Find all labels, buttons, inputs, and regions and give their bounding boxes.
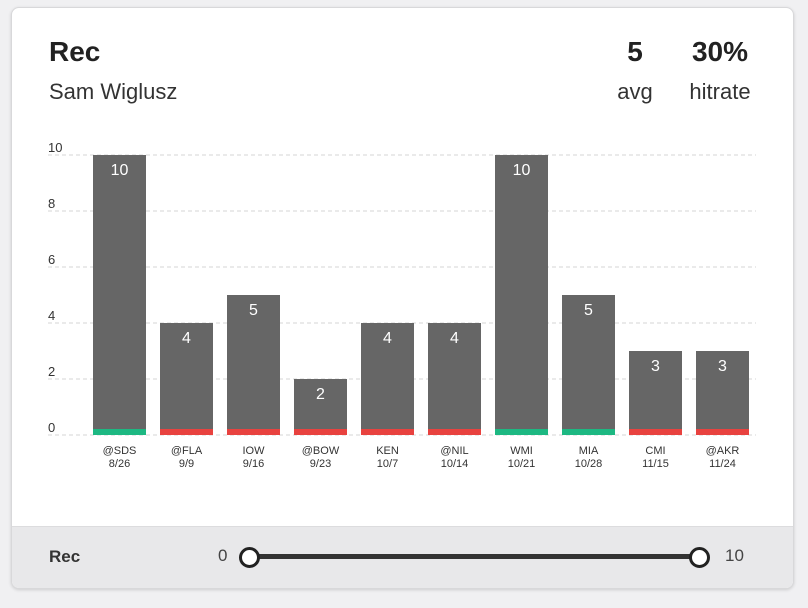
range-max-label: 10 <box>725 546 744 565</box>
bar-value-label: 5 <box>249 302 258 319</box>
bar-value-label: 3 <box>651 358 660 375</box>
bar <box>428 323 481 435</box>
hitrate-value: 30% <box>691 36 749 67</box>
x-tick-date: 10/14 <box>441 458 469 470</box>
range-min-label: 0 <box>218 546 228 565</box>
bar-value-label: 2 <box>316 386 325 403</box>
x-tick-date: 10/28 <box>575 458 603 470</box>
x-tick-label: IOW <box>243 445 266 457</box>
range-filter: Rec 0 10 <box>12 526 793 588</box>
bar <box>562 295 615 435</box>
miss-indicator <box>696 429 749 435</box>
filter-label: Rec <box>49 547 81 566</box>
player-name: Sam Wiglusz <box>49 79 178 104</box>
x-tick-label: @AKR <box>706 445 740 457</box>
bar-value-label: 4 <box>182 330 191 347</box>
miss-indicator <box>361 429 414 435</box>
x-tick-date: 9/16 <box>243 458 264 470</box>
hit-indicator <box>93 429 146 435</box>
x-tick-date: 9/23 <box>310 458 331 470</box>
bar <box>361 323 414 435</box>
miss-indicator <box>428 429 481 435</box>
bar-value-label: 5 <box>584 302 593 319</box>
y-tick-label: 0 <box>48 420 55 435</box>
y-tick-label: 10 <box>48 140 62 155</box>
bar-value-label: 3 <box>718 358 727 375</box>
miss-indicator <box>160 429 213 435</box>
range-slider-min-handle[interactable] <box>238 547 260 568</box>
x-tick-date: 10/7 <box>377 458 398 470</box>
x-tick-label: @FLA <box>171 445 203 457</box>
x-tick-date: 10/21 <box>508 458 536 470</box>
bar <box>629 351 682 435</box>
hit-indicator <box>495 429 548 435</box>
miss-indicator <box>629 429 682 435</box>
stat-card: Rec Sam Wiglusz 5 avg 30% hitrate 0 2 4 6 8 1… <box>11 7 794 589</box>
bar <box>93 155 146 435</box>
x-tick-label: MIA <box>579 445 599 457</box>
bar <box>696 351 749 435</box>
y-tick-label: 6 <box>48 252 55 267</box>
avg-label: avg <box>617 79 653 104</box>
bar-value-label: 4 <box>450 330 459 347</box>
x-tick-date: 9/9 <box>179 458 194 470</box>
y-tick-label: 4 <box>48 308 55 323</box>
stat-title: Rec <box>49 36 101 67</box>
range-slider-track[interactable] <box>249 554 699 559</box>
x-tick-label: WMI <box>510 445 533 457</box>
hit-indicator <box>562 429 615 435</box>
x-tick-date: 11/24 <box>709 458 736 470</box>
bar <box>227 295 280 435</box>
hitrate-label: hitrate <box>689 79 751 104</box>
avg-value: 5 <box>627 36 643 67</box>
miss-indicator <box>227 429 280 435</box>
bar <box>160 323 213 435</box>
bar-value-label: 10 <box>111 162 129 179</box>
y-tick-label: 8 <box>48 196 55 211</box>
range-slider-max-handle[interactable] <box>688 547 710 568</box>
x-tick-label: @NIL <box>440 445 468 457</box>
bar-value-label: 4 <box>383 330 392 347</box>
bar <box>495 155 548 435</box>
bar <box>294 379 347 435</box>
x-tick-label: @BOW <box>302 445 340 457</box>
miss-indicator <box>294 429 347 435</box>
x-tick-label: KEN <box>376 445 399 457</box>
x-tick-label: @SDS <box>103 445 137 457</box>
y-tick-label: 2 <box>48 364 55 379</box>
x-tick-date: 11/15 <box>642 458 669 470</box>
x-tick-label: CMI <box>645 445 665 457</box>
x-tick-date: 8/26 <box>109 458 130 470</box>
bar-value-label: 10 <box>513 162 531 179</box>
